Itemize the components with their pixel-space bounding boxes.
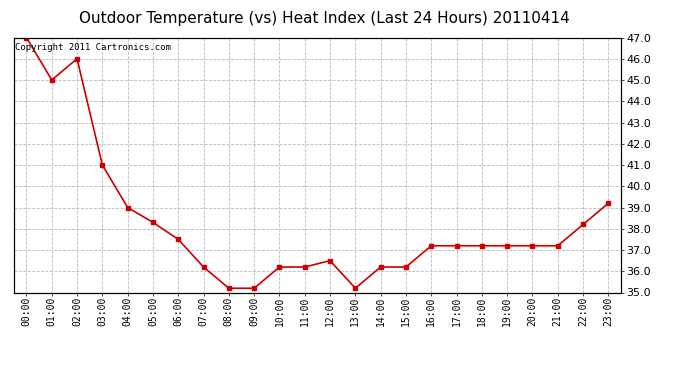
- Text: Copyright 2011 Cartronics.com: Copyright 2011 Cartronics.com: [15, 43, 171, 52]
- Text: Outdoor Temperature (vs) Heat Index (Last 24 Hours) 20110414: Outdoor Temperature (vs) Heat Index (Las…: [79, 11, 570, 26]
